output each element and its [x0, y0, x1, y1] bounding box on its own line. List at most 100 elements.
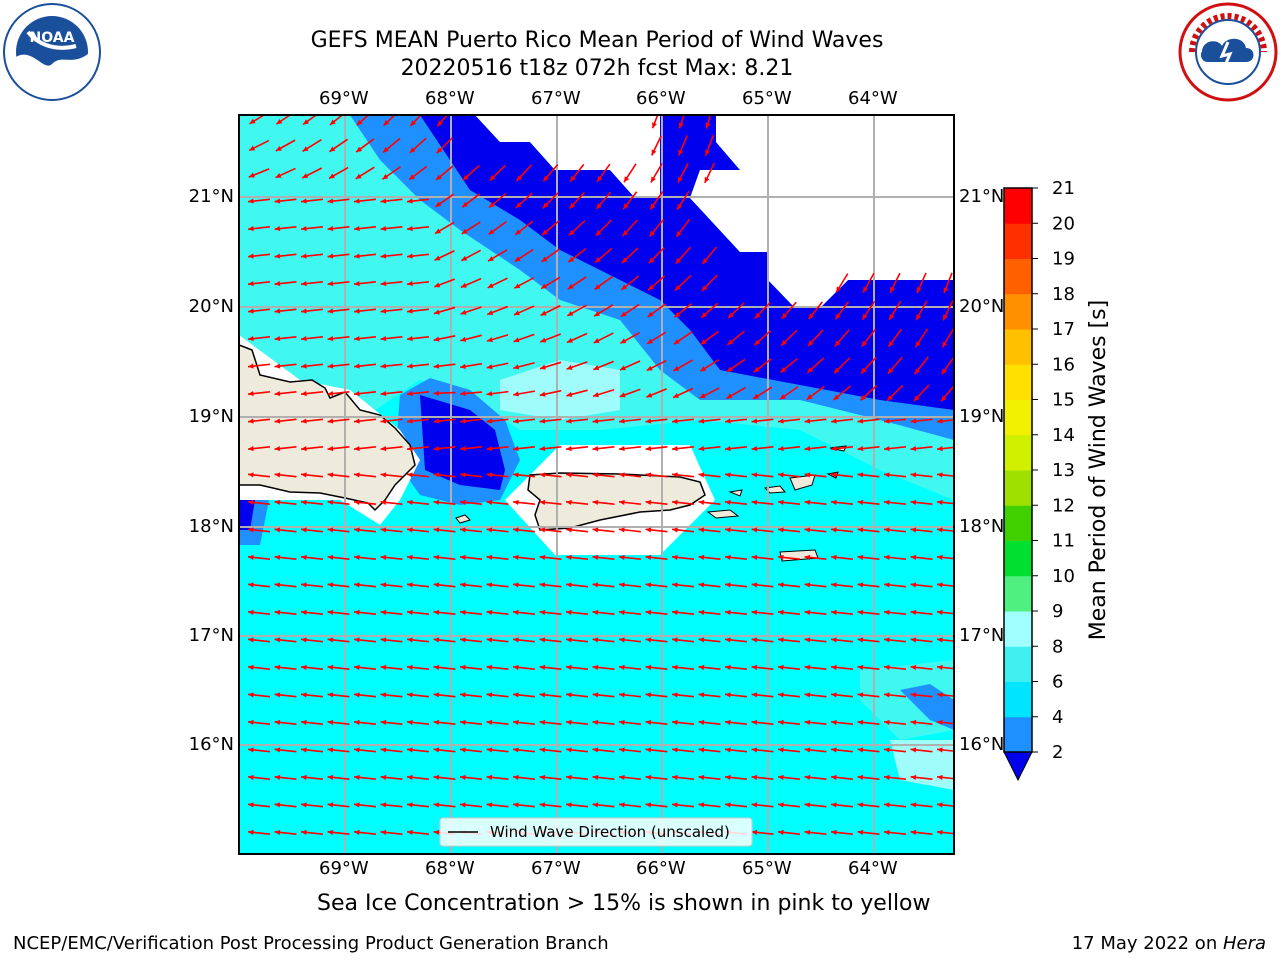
- wave-direction-arrow: [779, 386, 799, 400]
- wave-direction-arrow: [777, 664, 801, 671]
- wave-direction-arrow: [914, 328, 929, 348]
- wave-direction-arrow: [433, 306, 456, 315]
- wave-direction-arrow: [300, 499, 324, 506]
- wave-direction-arrow: [433, 609, 456, 616]
- wave-direction-arrow: [883, 664, 907, 671]
- wave-direction-arrow: [459, 390, 483, 397]
- wave-direction-arrow: [486, 692, 509, 698]
- noaa-logo-icon: NOAA: [3, 3, 101, 101]
- nws-logo-icon: [1178, 2, 1278, 102]
- wave-direction-arrow: [698, 472, 721, 478]
- wave-direction-arrow: [540, 304, 561, 317]
- chart-title-line1: GEFS MEAN Puerto Rico Mean Period of Win…: [310, 28, 884, 53]
- wave-direction-arrow: [698, 692, 721, 698]
- wave-direction-arrow: [327, 225, 350, 232]
- wave-direction-arrow: [618, 802, 642, 808]
- lat-label-left: 16°N: [188, 734, 234, 755]
- wave-direction-arrow: [804, 747, 827, 753]
- wave-direction-arrow: [436, 115, 449, 127]
- wave-direction-arrow: [353, 472, 377, 478]
- wave-direction-arrow: [300, 692, 324, 698]
- wave-direction-arrow: [777, 829, 801, 836]
- period-band-2-4: [420, 115, 954, 410]
- wave-direction-arrow: [327, 637, 350, 643]
- wave-direction-arrow: [353, 637, 377, 643]
- wave-direction-arrow: [675, 246, 691, 265]
- wave-direction-arrow: [596, 163, 611, 183]
- wave-direction-arrow: [486, 802, 509, 808]
- wave-direction-arrow: [515, 192, 533, 209]
- wave-direction-arrow: [539, 609, 562, 616]
- wave-direction-arrow: [620, 275, 640, 291]
- wave-direction-arrow: [275, 167, 296, 179]
- wave-direction-arrow: [380, 554, 403, 561]
- wave-direction-arrow: [460, 362, 482, 369]
- wave-direction-arrow: [539, 389, 562, 397]
- wave-direction-arrow: [380, 774, 403, 781]
- colorbar-tick-label: 21: [1052, 178, 1075, 199]
- wave-direction-arrow: [883, 829, 907, 836]
- wave-direction-arrow: [300, 719, 324, 726]
- wave-direction-arrow: [247, 280, 271, 287]
- wave-direction-arrow: [671, 582, 695, 588]
- wave-direction-arrow: [247, 664, 271, 671]
- wave-direction-arrow: [406, 335, 430, 342]
- wave-direction-arrow: [804, 774, 827, 781]
- wave-direction-arrow: [645, 692, 668, 698]
- wave-direction-arrow: [567, 276, 587, 290]
- wave-direction-arrow: [353, 802, 377, 808]
- wave-direction-arrow: [274, 774, 297, 781]
- wave-direction-arrow: [275, 139, 296, 152]
- wave-direction-arrow: [804, 664, 827, 671]
- wave-direction-arrow: [460, 277, 482, 289]
- wave-direction-arrow: [461, 193, 481, 208]
- wave-direction-arrow: [300, 198, 324, 204]
- wave-direction-arrow: [486, 609, 509, 616]
- wave-direction-arrow: [673, 359, 693, 372]
- wave-direction-arrow: [883, 527, 907, 533]
- wave-direction-arrow: [649, 191, 664, 210]
- wave-direction-arrow: [565, 747, 589, 753]
- wave-direction-arrow: [433, 554, 456, 561]
- wave-direction-arrow: [883, 637, 907, 643]
- wave-direction-arrow: [435, 165, 454, 181]
- wave-direction-arrow: [883, 499, 907, 506]
- wave-direction-arrow: [857, 445, 880, 452]
- wave-direction-arrow: [807, 329, 824, 347]
- wave-direction-arrow: [434, 250, 455, 261]
- wave-direction-arrow: [406, 829, 430, 836]
- wave-direction-arrow: [671, 499, 695, 506]
- wave-direction-arrow: [753, 330, 772, 346]
- wave-direction-arrow: [569, 163, 585, 183]
- wave-direction-arrow: [595, 219, 612, 237]
- wave-direction-arrow: [248, 168, 270, 178]
- wave-direction-arrow: [883, 719, 907, 726]
- wave-direction-arrow: [459, 554, 483, 561]
- wave-direction-arrow: [671, 802, 695, 808]
- colorbar-tick-label: 12: [1052, 495, 1075, 516]
- wave-direction-arrow: [353, 747, 377, 753]
- wave-direction-arrow: [910, 692, 933, 698]
- wave-direction-arrow: [353, 664, 377, 671]
- wave-direction-arrow: [459, 418, 483, 424]
- wave-direction-arrow: [857, 802, 880, 808]
- wave-direction-arrow: [486, 637, 509, 643]
- wave-direction-arrow: [830, 774, 854, 781]
- wave-direction-arrow: [274, 637, 297, 643]
- wave-direction-arrow: [433, 335, 456, 342]
- colorbar-segment: [1004, 329, 1032, 365]
- colorbar-segment: [1004, 434, 1032, 471]
- wave-direction-arrow: [382, 137, 401, 154]
- wave-direction-arrow: [435, 193, 454, 208]
- wave-direction-arrow: [672, 387, 694, 399]
- wave-direction-arrow: [861, 300, 876, 321]
- wave-direction-arrow: [406, 582, 430, 588]
- wave-direction-arrow: [724, 582, 748, 588]
- colorbar-tick-label: 13: [1052, 460, 1075, 481]
- wave-direction-arrow: [380, 499, 403, 506]
- wave-direction-arrow: [698, 802, 721, 808]
- wave-direction-arrow: [724, 499, 748, 506]
- wave-direction-arrow: [705, 115, 712, 129]
- wave-direction-arrow: [247, 418, 271, 424]
- wave-direction-arrow: [433, 692, 456, 698]
